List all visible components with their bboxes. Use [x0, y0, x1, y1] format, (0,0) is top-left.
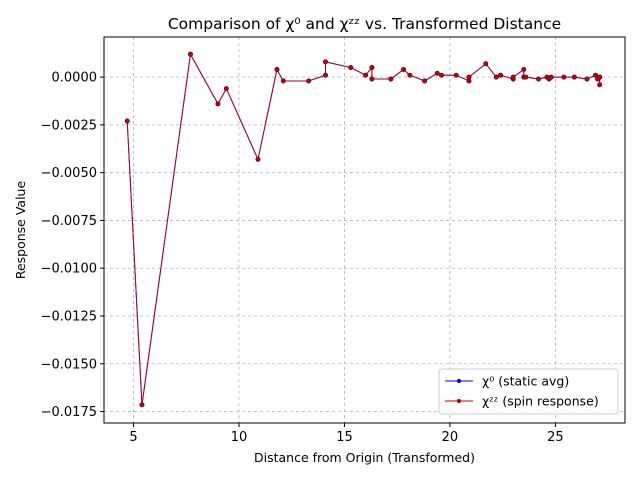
series-2-point	[521, 67, 527, 72]
series-2-point	[388, 76, 394, 82]
axis-ticks: 5 10 15 20 25 0.0000 −0.0025 −0.0050 −0.0075 −0.0…	[41, 71, 564, 445]
series-group	[124, 51, 603, 408]
series-2-point	[274, 67, 280, 72]
series-2-point	[188, 51, 193, 57]
series-2-point	[453, 72, 459, 78]
legend-label-1: χ⁰ (static avg)	[482, 374, 569, 389]
y-tick-label: −0.0150	[41, 357, 97, 372]
series-2-point	[561, 74, 567, 80]
y-tick-label: 0.0000	[52, 71, 98, 86]
series-2-point	[597, 82, 603, 88]
series-2-point	[571, 74, 577, 80]
series-2-point	[306, 78, 312, 84]
y-tick-label: −0.0025	[41, 118, 97, 133]
x-tick-label: 15	[336, 430, 353, 445]
x-tick-label: 20	[442, 430, 459, 445]
legend: χ⁰ (static avg) χᶻᶻ (spin response)	[438, 368, 619, 415]
legend-marker-1	[456, 378, 462, 384]
x-tick-label: 5	[129, 430, 137, 445]
series-2-point	[124, 118, 130, 124]
y-tick-label: −0.0075	[41, 214, 97, 229]
legend-marker-2	[456, 398, 462, 404]
y-tick-label: −0.0125	[41, 309, 97, 324]
series-2-point	[584, 76, 590, 82]
series-2-point	[597, 74, 603, 80]
plot-frame	[103, 36, 626, 424]
y-tick-label: −0.0050	[41, 166, 97, 181]
series-2-point	[483, 61, 489, 67]
series-2-point	[348, 65, 354, 70]
y-tick-label: −0.0100	[41, 262, 97, 277]
series-2-point	[369, 76, 375, 82]
series-2-point	[323, 72, 328, 78]
series-2-point	[280, 78, 286, 84]
series-2-point	[369, 65, 375, 70]
series-2-point	[523, 74, 529, 80]
series-2-point	[407, 72, 413, 78]
legend-frame	[438, 368, 619, 415]
legend-label-2: χᶻᶻ (spin response)	[482, 394, 599, 409]
y-axis-title: Response Value	[13, 181, 28, 280]
series-2-point	[422, 78, 428, 84]
x-tick-label: 25	[547, 430, 564, 445]
series-2-point	[401, 67, 406, 72]
chart-title: Comparison of χ⁰ and χᶻᶻ vs. Transformed…	[168, 15, 561, 33]
x-axis-title: Distance from Origin (Transformed)	[254, 450, 475, 465]
series-2-point	[498, 72, 503, 78]
series-2-point	[434, 70, 440, 76]
series-2-point	[439, 72, 444, 78]
series-2-point	[139, 402, 145, 408]
y-tick-label: −0.0175	[41, 405, 97, 420]
series-2-point	[223, 86, 229, 91]
series-2-point	[493, 74, 499, 80]
x-tick-label: 10	[231, 430, 248, 445]
series-2-point	[363, 72, 368, 78]
series-2-point	[548, 74, 554, 80]
series-2-point	[593, 72, 598, 78]
series-2-point	[466, 74, 472, 80]
series-2-point	[215, 101, 221, 107]
series-2-point	[536, 76, 541, 82]
series-2-point	[323, 59, 328, 65]
series-2-point	[510, 74, 516, 80]
series-2-point	[255, 156, 261, 162]
